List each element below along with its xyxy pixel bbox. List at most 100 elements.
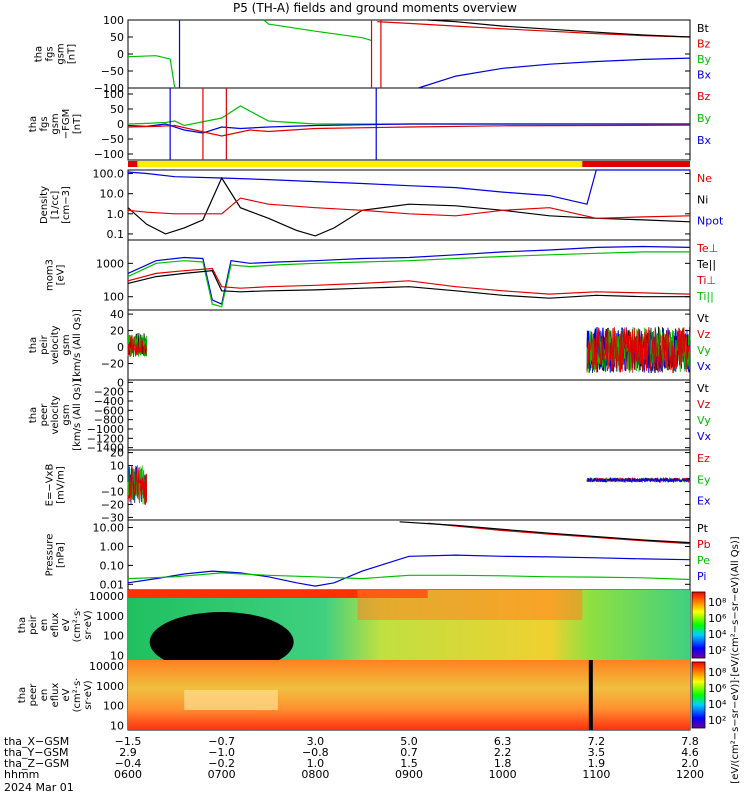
ephemeris-value: 3.0: [307, 735, 325, 748]
legend-entry: Pe: [697, 554, 710, 567]
legend-entry: Pi: [697, 570, 706, 583]
y-tick-label: −10: [101, 485, 124, 498]
y-axis-label: gsm: [61, 404, 72, 425]
y-tick-label: 1.00: [100, 540, 125, 553]
ephemeris-row-label: tha_X−GSM: [4, 735, 69, 748]
date-label: 2024 Mar 01: [4, 781, 74, 794]
status-bar-segment: [582, 161, 690, 167]
colorbar-tick-label: 10⁴: [708, 698, 727, 711]
ephemeris-value: 0900: [395, 768, 423, 781]
y-tick-label: 10: [110, 650, 124, 663]
y-tick-label: −50: [101, 133, 124, 146]
panel-frame-pressure: [127, 519, 691, 591]
spectrogram-data-gap: [588, 660, 593, 730]
y-axis-label: Density: [39, 186, 50, 224]
y-tick-label: 100: [103, 630, 124, 643]
colorbar-tick-label: 10²: [708, 644, 726, 657]
noise-burst: [127, 334, 148, 357]
legend-entry: Vy: [697, 414, 711, 427]
y-tick-label: −1400: [87, 442, 124, 455]
y-axis-label: (cm²·s·: [72, 608, 83, 643]
ephemeris-value: 0800: [301, 768, 329, 781]
y-axis-label: peir: [39, 334, 50, 354]
legend-entry: Bz: [697, 38, 711, 51]
series-line: [127, 55, 176, 89]
panel-frame-density: [127, 169, 691, 241]
colorbar-tick-label: 10⁸: [708, 596, 727, 609]
legend-entry: Ey: [697, 473, 711, 486]
y-tick-label: 1000: [96, 610, 124, 623]
ephemeris-value: 1200: [676, 768, 704, 781]
legend-entry: Ez: [697, 452, 710, 465]
spectrogram-low-flux-region: [149, 612, 294, 672]
y-axis-label: tha: [17, 687, 28, 703]
spectrogram-band: [184, 690, 278, 710]
y-tick-label: −20: [101, 498, 124, 511]
status-bar-segment: [128, 161, 138, 167]
y-axis-label: en: [39, 619, 50, 632]
spectrogram-high-flux-band: [128, 590, 428, 598]
y-axis-label: E=−VxB: [45, 464, 56, 507]
y-axis-label: sr·eV): [83, 610, 94, 639]
colorbar-tick-label: 10⁸: [708, 666, 727, 679]
legend-entry: Ne: [697, 172, 712, 185]
ephemeris-value: 7.8: [681, 735, 699, 748]
ephemeris-value: 1100: [582, 768, 610, 781]
y-axis-label: eflux: [50, 613, 61, 638]
series-line: [127, 105, 690, 127]
y-axis-label: mom3: [45, 259, 56, 291]
series-line: [427, 19, 691, 38]
data-marks: [127, 19, 706, 730]
ephemeris-row-label: tha_Y−GSM: [4, 746, 68, 759]
y-axis-label: [nT]: [67, 44, 78, 64]
series-line: [127, 124, 691, 137]
y-tick-label: 100: [103, 700, 124, 713]
y-tick-label: −400: [94, 395, 124, 408]
series-line: [127, 572, 691, 581]
legend-entry: Vz: [697, 328, 711, 341]
ephemeris-value: −1.0: [208, 746, 235, 759]
y-axis-label: gsm: [56, 43, 67, 64]
y-axis-label: eV: [61, 618, 72, 631]
y-axis-label: [km/s (All Qs)]: [72, 309, 83, 381]
ephemeris-value: 7.2: [588, 735, 606, 748]
y-tick-label: 0: [117, 473, 124, 486]
ephemeris-value: 0.7: [400, 746, 418, 759]
y-tick-label: −30: [101, 511, 124, 524]
legend-entry: Te⊥: [696, 242, 718, 255]
y-axis-label: en: [39, 689, 50, 702]
ephemeris-value: 1000: [489, 768, 517, 781]
y-axis-label: tha: [34, 46, 45, 62]
panel-frame-efield: [127, 449, 691, 521]
noise-burst: [127, 465, 148, 505]
ephemeris-value: 0700: [208, 768, 236, 781]
y-axis-label: velocity: [50, 325, 61, 364]
series-line: [127, 176, 691, 237]
legend-entry: Vt: [697, 312, 710, 325]
y-axis-label: gsm: [50, 113, 61, 134]
y-tick-label: 1000: [96, 257, 124, 270]
y-tick-label: −100: [94, 148, 124, 161]
y-tick-label: 40: [110, 308, 124, 321]
ephemeris-value: 2.2: [494, 746, 512, 759]
colorbar-tick-label: 10⁶: [708, 612, 727, 625]
ephemeris-value: 2.0: [681, 757, 699, 770]
y-tick-label: 0.10: [100, 559, 125, 572]
y-axis-label: sr·eV): [83, 680, 94, 709]
series-line: [263, 19, 372, 41]
legend-entry: Vx: [697, 430, 712, 443]
legend-entry: Te||: [696, 258, 716, 271]
series-line: [399, 521, 691, 544]
ephemeris-value: 1.8: [494, 757, 512, 770]
legend-entry: Ex: [697, 495, 711, 508]
y-tick-label: −20: [101, 358, 124, 371]
panel-frame-fgs: [127, 19, 691, 89]
legend-entry: Vx: [697, 360, 712, 373]
y-axis-label: [km/s (All Qs)]: [72, 379, 83, 451]
y-axis-label: gsm: [61, 334, 72, 355]
colorbar-tick-label: 10⁶: [708, 682, 727, 695]
y-axis-label: Pressure: [45, 534, 56, 577]
series-line: [127, 267, 691, 295]
